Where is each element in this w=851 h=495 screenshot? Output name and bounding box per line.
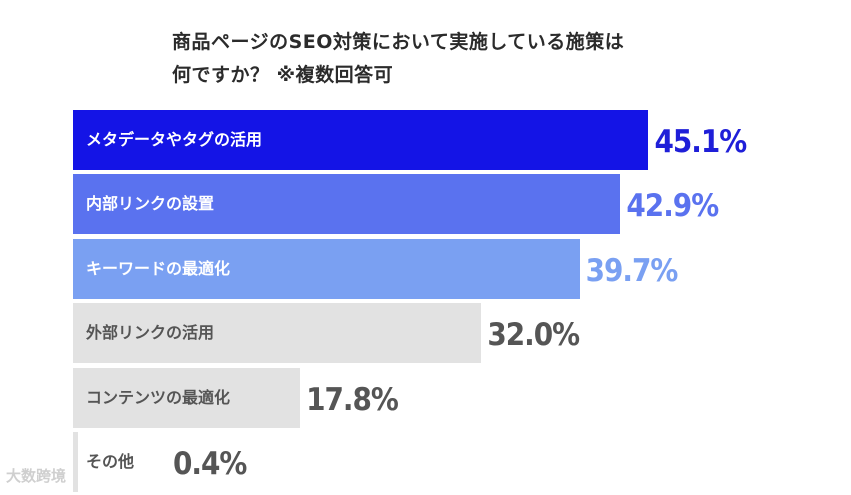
bar-value-label: 45.1%: [654, 124, 747, 160]
bar-label: キーワードの最適化: [86, 258, 231, 278]
chart-title-line-2: 何ですか？ ※複数回答可: [172, 64, 394, 86]
bar: [73, 238, 580, 299]
bar-value-label: 17.8%: [306, 381, 399, 418]
bar: [73, 432, 79, 492]
bar: [73, 303, 482, 364]
watermark: 大数跨境: [6, 467, 67, 485]
bar-label: 内部リンクの設置: [86, 194, 215, 214]
chart-title-line-1: 商品ページのSEO対策において実施している施策は: [172, 31, 625, 53]
bar: [73, 367, 301, 428]
bar-label: 外部リンクの活用: [86, 323, 215, 343]
bar: [73, 174, 621, 235]
bar-label: コンテンツの最適化: [86, 387, 231, 407]
bar-value-label: 39.7%: [585, 252, 679, 289]
chart-title: 商品ページのSEO対策において実施している施策は 何ですか？ ※複数回答可: [172, 26, 792, 92]
bar: [73, 110, 649, 170]
bar-label: その他: [86, 452, 135, 471]
bar-value-label: 0.4%: [173, 446, 247, 482]
bar-label: メタデータやタグの活用: [86, 130, 263, 149]
bar-value-label: 42.9%: [626, 188, 719, 225]
bar-value-label: 32.0%: [487, 317, 580, 354]
